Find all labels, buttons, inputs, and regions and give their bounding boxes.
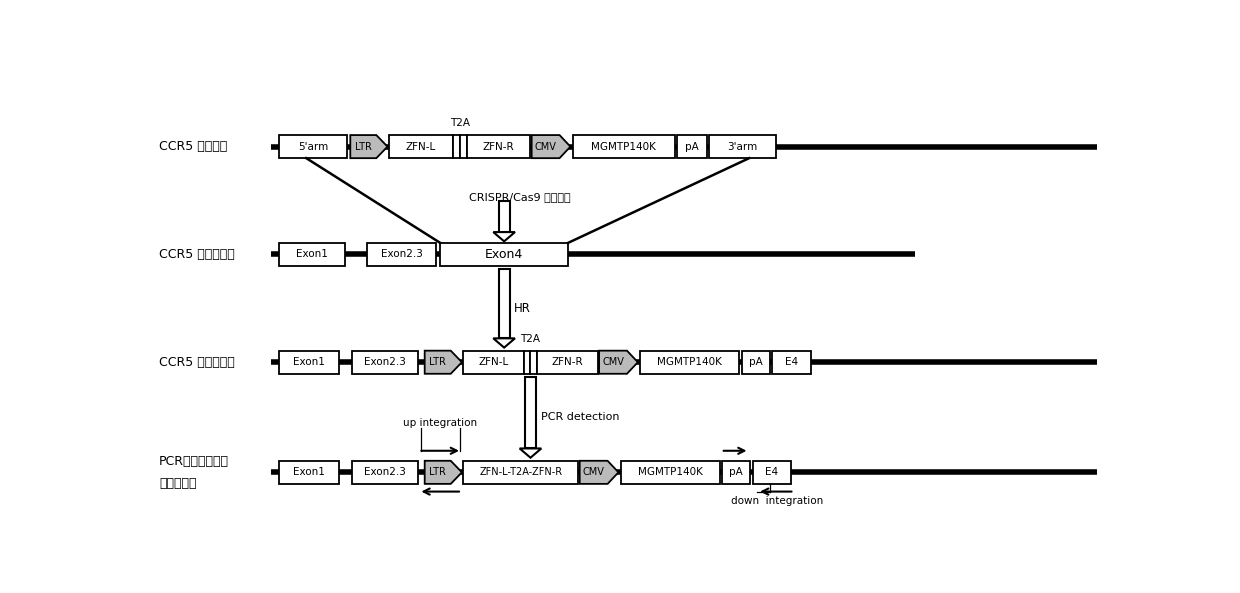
Bar [709, 135, 776, 158]
Text: ZFN-L: ZFN-L [479, 357, 508, 367]
Text: Exon2.3: Exon2.3 [381, 250, 423, 259]
Bar [279, 243, 345, 266]
Text: MGMTP140K: MGMTP140K [657, 357, 722, 367]
Text: CRISPR/Cas9 识别靶点: CRISPR/Cas9 识别靶点 [469, 192, 570, 202]
Bar [573, 135, 675, 158]
Text: up integration: up integration [403, 419, 477, 428]
Bar [498, 201, 510, 232]
Bar [367, 243, 436, 266]
Text: down  integration: down integration [732, 496, 823, 506]
Text: PCR检测打靶载体: PCR检测打靶载体 [159, 455, 229, 468]
Text: CCR5 内源基因组: CCR5 内源基因组 [159, 248, 234, 261]
Text: LTR: LTR [429, 357, 446, 367]
Text: pA: pA [749, 357, 763, 367]
Text: HR: HR [515, 302, 531, 315]
Text: pA: pA [729, 467, 743, 477]
Text: Exon1: Exon1 [294, 467, 325, 477]
Text: CCR5 打靶载体: CCR5 打靶载体 [159, 140, 227, 153]
Text: Exon2.3: Exon2.3 [363, 357, 405, 367]
Text: Exon2.3: Exon2.3 [363, 467, 405, 477]
Text: LTR: LTR [355, 142, 372, 152]
Polygon shape [424, 461, 461, 484]
Text: ZFN-R: ZFN-R [482, 142, 515, 152]
Bar [352, 350, 418, 374]
Polygon shape [494, 232, 515, 241]
Bar [389, 135, 453, 158]
Polygon shape [532, 135, 570, 158]
Text: E4: E4 [765, 467, 779, 477]
Bar [677, 135, 707, 158]
Text: T2A: T2A [450, 118, 470, 128]
Polygon shape [580, 461, 619, 484]
Bar [722, 461, 750, 484]
Bar [279, 135, 347, 158]
Polygon shape [494, 339, 515, 347]
Polygon shape [351, 135, 387, 158]
Text: CMV: CMV [583, 467, 605, 477]
Bar [621, 461, 720, 484]
Text: CMV: CMV [534, 142, 557, 152]
Text: Exon4: Exon4 [485, 248, 523, 261]
Bar [352, 461, 418, 484]
Text: MGMTP140K: MGMTP140K [591, 142, 656, 152]
Text: ZFN-R: ZFN-R [552, 357, 583, 367]
Text: T2A: T2A [521, 334, 541, 344]
Bar [460, 135, 466, 158]
Bar [742, 350, 770, 374]
Text: PCR detection: PCR detection [541, 412, 619, 422]
Bar [464, 350, 523, 374]
Text: Exon1: Exon1 [294, 357, 325, 367]
Text: MGMTP140K: MGMTP140K [637, 467, 703, 477]
Text: E4: E4 [785, 357, 797, 367]
Bar [771, 350, 811, 374]
Polygon shape [599, 350, 637, 374]
Bar [523, 350, 531, 374]
Bar [640, 350, 739, 374]
Bar [466, 135, 531, 158]
Bar [453, 135, 460, 158]
Text: CCR5 敬除后序列: CCR5 敬除后序列 [159, 356, 234, 369]
Text: 5'arm: 5'arm [298, 142, 329, 152]
Bar [279, 461, 340, 484]
Text: CMV: CMV [603, 357, 624, 367]
Bar [531, 350, 537, 374]
Bar [464, 461, 578, 484]
Bar [498, 269, 510, 339]
Text: LTR: LTR [429, 467, 446, 477]
Text: Exon1: Exon1 [296, 250, 327, 259]
Bar [279, 350, 340, 374]
Text: 3'arm: 3'arm [728, 142, 758, 152]
Polygon shape [424, 350, 461, 374]
Text: 的定点整合: 的定点整合 [159, 477, 196, 490]
Text: ZFN-L: ZFN-L [405, 142, 436, 152]
Text: ZFN-L-T2A-ZFN-R: ZFN-L-T2A-ZFN-R [479, 467, 563, 477]
Bar [440, 243, 568, 266]
Bar [753, 461, 791, 484]
Bar [537, 350, 598, 374]
Text: pA: pA [686, 142, 699, 152]
Polygon shape [520, 448, 542, 458]
Bar [525, 377, 536, 448]
